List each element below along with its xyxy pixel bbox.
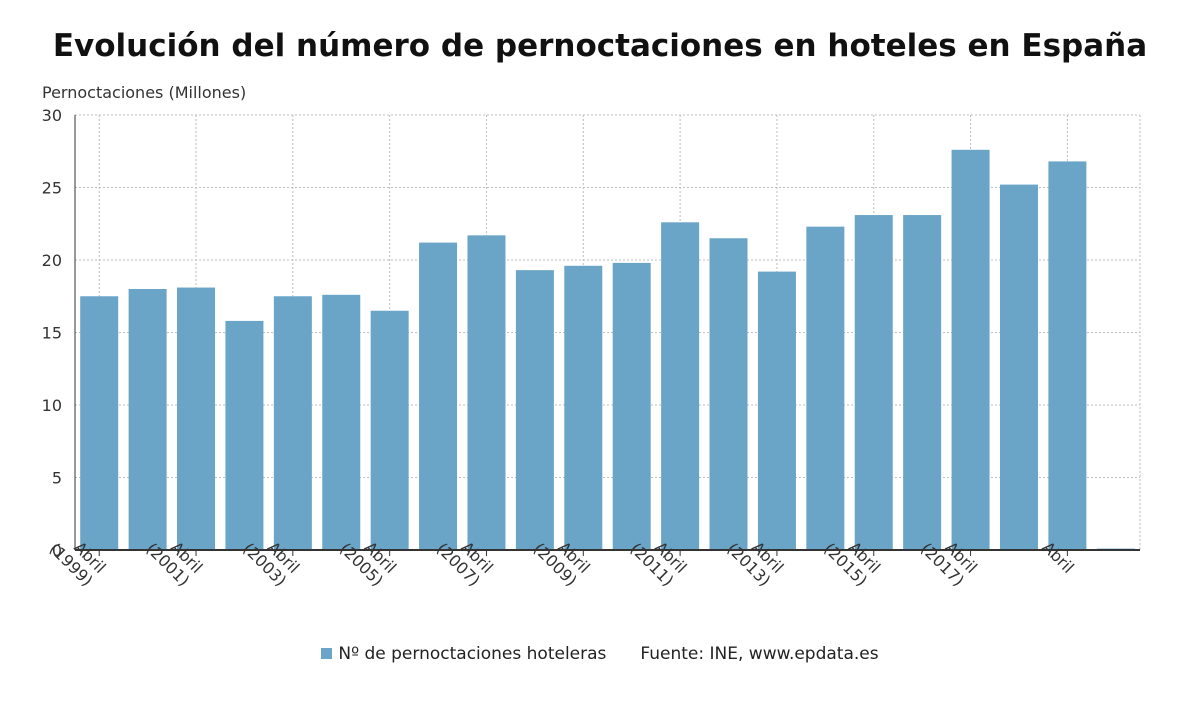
bar: [612, 262, 651, 550]
y-tick-label: 25: [42, 179, 62, 198]
y-tick-label: 0: [52, 541, 62, 560]
bar: [419, 242, 458, 550]
y-axis-title: Pernoctaciones (Millones): [42, 83, 247, 102]
source-note: Fuente: INE, www.epdata.es: [640, 644, 879, 664]
bar: [273, 296, 312, 550]
y-tick-label: 20: [42, 251, 62, 270]
bar: [467, 235, 506, 550]
bar: [709, 238, 748, 550]
legend: Nº de pernoctaciones hoteleras Fuente: IN…: [0, 644, 1200, 664]
bar: [903, 215, 942, 551]
y-tick-label: 15: [42, 324, 62, 343]
bar: [661, 222, 700, 551]
bar: [806, 226, 845, 550]
y-tick-label: 5: [52, 469, 62, 488]
bar: [80, 296, 119, 550]
bar: [1048, 161, 1087, 550]
bar: [177, 287, 216, 550]
bar: [854, 215, 893, 551]
bar: [999, 184, 1038, 550]
bar: [515, 270, 554, 550]
bar: [757, 271, 796, 550]
bar: [564, 265, 603, 550]
y-tick-label: 30: [42, 106, 62, 125]
bar: [370, 310, 409, 550]
bar: [951, 149, 990, 551]
legend-swatch: [321, 648, 333, 659]
bar-layer: [80, 149, 1135, 551]
y-tick-label: 10: [42, 396, 62, 415]
legend-series-label: Nº de pernoctaciones hoteleras: [338, 644, 607, 664]
bar: [128, 289, 167, 550]
chart-title: Evolución del número de pernoctaciones e…: [52, 28, 1148, 64]
bar: [225, 320, 264, 550]
bar: [322, 294, 361, 550]
